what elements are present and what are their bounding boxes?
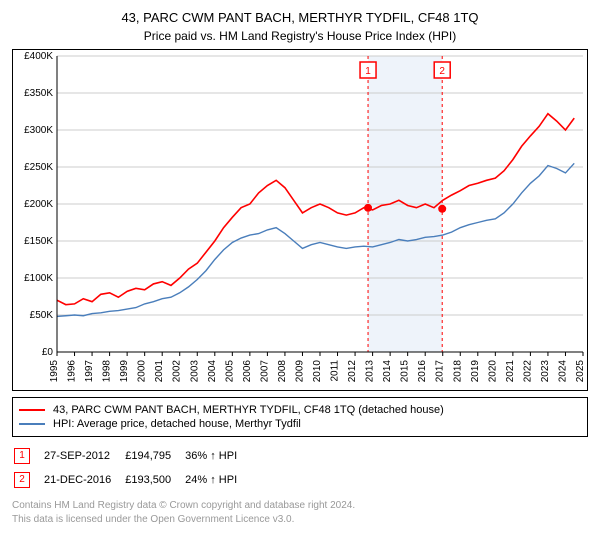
marker-price: £194,795	[125, 445, 183, 467]
legend: 43, PARC CWM PANT BACH, MERTHYR TYDFIL, …	[12, 397, 588, 437]
marker-row: 1 27-SEP-2012£194,79536% ↑ HPI	[14, 445, 249, 467]
svg-text:2: 2	[439, 66, 445, 77]
page-subtitle: Price paid vs. HM Land Registry's House …	[12, 29, 588, 43]
marker-table: 1 27-SEP-2012£194,79536% ↑ HPI 2 21-DEC-201…	[12, 443, 251, 493]
marker-badge: 2	[14, 472, 30, 488]
svg-text:2002: 2002	[172, 360, 183, 383]
svg-text:£200K: £200K	[24, 199, 53, 210]
svg-text:2010: 2010	[312, 360, 323, 383]
svg-text:2000: 2000	[137, 360, 148, 383]
marker-delta: 36% ↑ HPI	[185, 445, 249, 467]
legend-swatch	[19, 409, 45, 411]
svg-text:2022: 2022	[522, 360, 533, 383]
svg-text:2023: 2023	[540, 360, 551, 383]
svg-text:2019: 2019	[470, 360, 481, 383]
svg-text:2025: 2025	[575, 360, 586, 383]
page-title: 43, PARC CWM PANT BACH, MERTHYR TYDFIL, …	[12, 10, 588, 25]
svg-text:£50K: £50K	[30, 310, 54, 321]
svg-text:2004: 2004	[207, 360, 218, 383]
footer-line1: Contains HM Land Registry data © Crown c…	[12, 499, 588, 513]
chart-svg: £0 £50K £100K £150K £200K £250K £300K £350K £400…	[13, 50, 589, 390]
svg-text:1998: 1998	[102, 360, 113, 383]
svg-text:2006: 2006	[242, 360, 253, 383]
svg-text:1999: 1999	[119, 360, 130, 383]
footer-line2: This data is licensed under the Open Gov…	[12, 513, 588, 527]
svg-text:1995: 1995	[49, 360, 60, 383]
svg-text:1997: 1997	[84, 360, 95, 383]
marker-date: 27-SEP-2012	[44, 445, 123, 467]
svg-text:1: 1	[365, 66, 371, 77]
marker-badge: 1	[14, 448, 30, 464]
svg-text:2021: 2021	[505, 360, 516, 383]
svg-text:2005: 2005	[224, 360, 235, 383]
legend-swatch	[19, 423, 45, 425]
svg-text:2001: 2001	[154, 360, 165, 383]
svg-text:£300K: £300K	[24, 125, 53, 136]
svg-text:£150K: £150K	[24, 236, 53, 247]
svg-text:2011: 2011	[330, 360, 341, 382]
price-chart: £0 £50K £100K £150K £200K £250K £300K £350K £400…	[12, 49, 588, 391]
marker-date: 21-DEC-2016	[44, 469, 123, 491]
svg-text:2016: 2016	[417, 360, 428, 383]
marker-row: 2 21-DEC-2016£193,50024% ↑ HPI	[14, 469, 249, 491]
svg-text:2015: 2015	[400, 360, 411, 383]
svg-text:2014: 2014	[382, 360, 393, 383]
svg-text:2020: 2020	[487, 360, 498, 383]
svg-text:2009: 2009	[294, 360, 305, 383]
svg-text:2007: 2007	[259, 360, 270, 383]
legend-label: HPI: Average price, detached house, Mert…	[53, 418, 301, 430]
svg-text:2017: 2017	[435, 360, 446, 383]
svg-text:£0: £0	[42, 347, 54, 358]
svg-text:2018: 2018	[452, 360, 463, 383]
legend-label: 43, PARC CWM PANT BACH, MERTHYR TYDFIL, …	[53, 404, 444, 416]
svg-text:2012: 2012	[347, 360, 358, 383]
marker-delta: 24% ↑ HPI	[185, 469, 249, 491]
svg-text:2013: 2013	[365, 360, 376, 383]
svg-text:£100K: £100K	[24, 273, 53, 284]
legend-item: HPI: Average price, detached house, Mert…	[19, 418, 581, 430]
svg-text:1996: 1996	[67, 360, 78, 383]
svg-text:2008: 2008	[277, 360, 288, 383]
svg-text:2024: 2024	[557, 360, 568, 383]
svg-text:£350K: £350K	[24, 88, 53, 99]
svg-text:£400K: £400K	[24, 51, 53, 62]
svg-text:£250K: £250K	[24, 162, 53, 173]
footer-text: Contains HM Land Registry data © Crown c…	[12, 499, 588, 526]
legend-item: 43, PARC CWM PANT BACH, MERTHYR TYDFIL, …	[19, 404, 581, 416]
marker-price: £193,500	[125, 469, 183, 491]
svg-text:2003: 2003	[189, 360, 200, 383]
